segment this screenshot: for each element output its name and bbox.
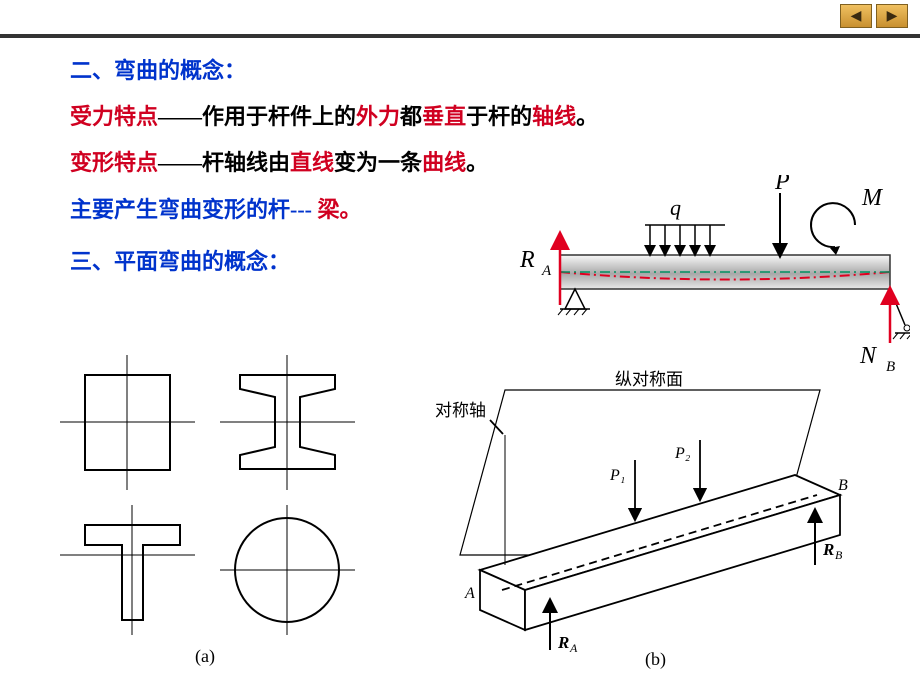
next-button[interactable]: ▶ bbox=[876, 4, 908, 28]
ra-r: R bbox=[519, 247, 535, 273]
beam-loading-diagram: q P M R A N B bbox=[500, 175, 910, 375]
force-label: 受力特点 bbox=[70, 104, 158, 129]
p-label: P bbox=[774, 175, 790, 195]
plane-bending-diagram: 对称轴 纵对称面 P₁ P₂ A B R A R B (b) bbox=[420, 350, 900, 670]
ra-a: A bbox=[541, 263, 552, 279]
force-feature-line: 受力特点——作用于杆件上的外力都垂直于杆的轴线。 bbox=[70, 96, 900, 138]
section-title-1: 二、弯曲的概念： bbox=[70, 50, 900, 92]
m-label: M bbox=[861, 185, 884, 211]
horizontal-rule bbox=[0, 34, 920, 38]
nav-buttons: ◀ ▶ bbox=[840, 4, 908, 28]
p1-label: P₁ bbox=[609, 467, 625, 484]
p2-label: P₂ bbox=[674, 445, 691, 462]
sym-plane-label: 纵对称面 bbox=[615, 370, 683, 389]
arrow-left-icon: ◀ bbox=[851, 8, 862, 25]
arrow-right-icon: ▶ bbox=[887, 8, 898, 25]
label-a: (a) bbox=[195, 646, 215, 667]
prev-button[interactable]: ◀ bbox=[840, 4, 872, 28]
deform-label: 变形特点 bbox=[70, 150, 158, 175]
rb-label-sub: B bbox=[835, 548, 843, 562]
q-label: q bbox=[670, 195, 681, 220]
ra-label-sub: A bbox=[569, 641, 578, 655]
b-end: B bbox=[838, 477, 848, 494]
a-end: A bbox=[464, 585, 475, 602]
sym-axis-label: 对称轴 bbox=[435, 401, 486, 420]
label-b: (b) bbox=[645, 649, 666, 670]
cross-sections-diagram: (a) bbox=[30, 350, 410, 670]
rb-label-r: R bbox=[822, 540, 834, 559]
ra-label-r: R bbox=[557, 633, 569, 652]
